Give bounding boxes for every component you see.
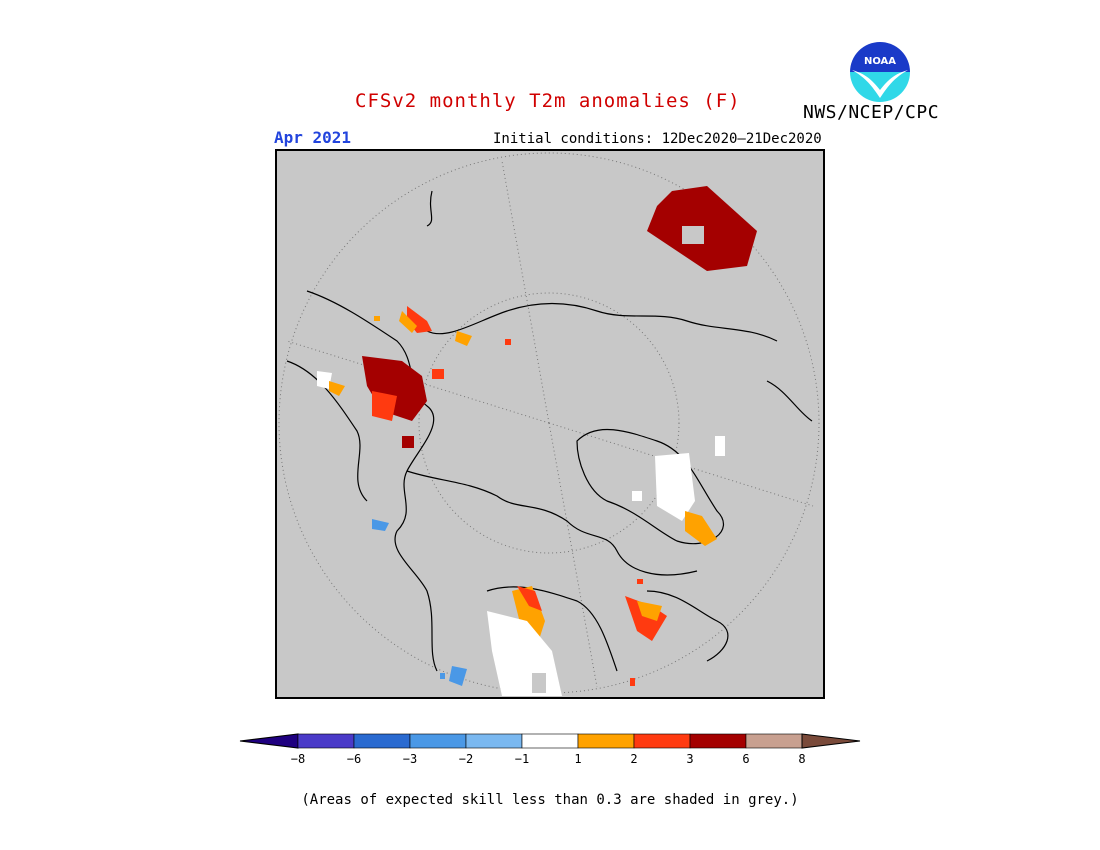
colorbar-tick-label: −2 <box>458 752 474 766</box>
colorbar-segment <box>409 733 467 749</box>
anomaly-patch <box>682 226 704 244</box>
anomaly-patch <box>372 519 389 531</box>
anomaly-patch <box>372 391 397 421</box>
coastlines <box>286 190 813 672</box>
anomaly-patch <box>317 371 332 389</box>
anomaly-patch <box>455 331 472 346</box>
anomaly-patch <box>715 436 725 456</box>
anomaly-patch <box>517 586 542 611</box>
colorbar-tick-label: 1 <box>574 752 582 766</box>
initial-conditions-label: Initial conditions: 12Dec2020–21Dec2020 <box>493 131 822 147</box>
colorbar-tick-label: 2 <box>630 752 638 766</box>
anomaly-patch <box>655 453 695 521</box>
anomaly-patch <box>637 579 643 584</box>
svg-text:NOAA: NOAA <box>864 56 896 67</box>
colorbar-tick-label: −1 <box>514 752 530 766</box>
colorbar-tick-label: 6 <box>742 752 750 766</box>
colorbar-tick-label: −6 <box>346 752 362 766</box>
colorbar-segment <box>801 733 861 749</box>
colorbar-segment <box>297 733 355 749</box>
colorbar-tick-label: −3 <box>402 752 418 766</box>
map-svg <box>278 152 820 696</box>
colorbar-segment <box>353 733 411 749</box>
colorbar <box>239 733 861 749</box>
anomaly-patch <box>505 339 511 345</box>
month-label: Apr 2021 <box>274 128 352 147</box>
polar-map <box>275 149 825 699</box>
anomaly-patch <box>440 673 445 679</box>
anomaly-patch <box>432 369 444 379</box>
anomaly-shading <box>317 186 757 696</box>
anomaly-patch <box>362 356 427 421</box>
latitude-grid <box>278 152 820 694</box>
chart-title: CFSv2 monthly T2m anomalies (F) <box>355 90 741 112</box>
anomaly-patch <box>487 611 562 696</box>
colorbar-segment <box>577 733 635 749</box>
org-label: NWS/NCEP/CPC <box>803 102 940 123</box>
colorbar-segment <box>465 733 523 749</box>
anomaly-patch <box>374 316 380 321</box>
anomaly-patch <box>632 491 642 501</box>
colorbar-segment <box>745 733 803 749</box>
colorbar-tick-label: 8 <box>798 752 806 766</box>
noaa-logo: NOAA <box>849 41 911 103</box>
anomaly-patch <box>329 381 345 396</box>
anomaly-patch <box>532 673 546 693</box>
anomaly-patch <box>637 601 662 621</box>
anomaly-patch <box>625 596 667 641</box>
colorbar-tick-label: 3 <box>686 752 694 766</box>
anomaly-patch <box>449 666 467 686</box>
anomaly-patch <box>630 678 635 686</box>
colorbar-tick-label: −8 <box>290 752 306 766</box>
skill-note: (Areas of expected skill less than 0.3 a… <box>301 792 799 808</box>
colorbar-segment <box>239 733 299 749</box>
colorbar-segment <box>633 733 691 749</box>
anomaly-patch <box>402 436 414 448</box>
anomaly-patch <box>685 511 717 546</box>
colorbar-segment <box>689 733 747 749</box>
colorbar-segment <box>521 733 579 749</box>
anomaly-patch <box>399 311 417 333</box>
